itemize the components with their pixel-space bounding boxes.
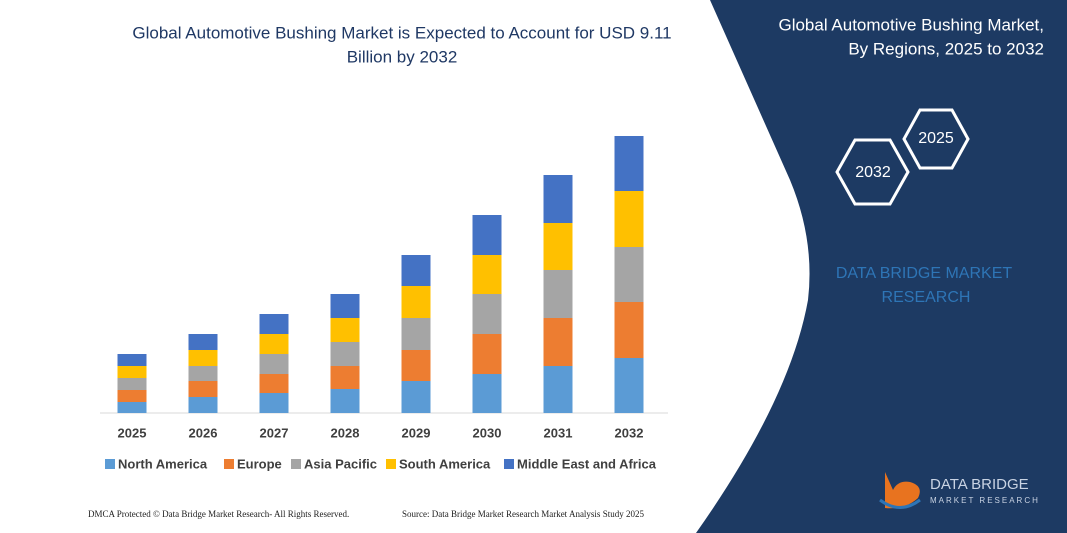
bar-segment [401,255,431,286]
bar-segment [117,378,147,390]
panel-title: By Regions, 2025 to 2032 [848,39,1044,58]
bar-segment [614,247,644,302]
bar-segment [188,350,218,366]
legend-swatch [105,459,115,469]
bar-segment [401,381,431,413]
bar-segment [188,334,218,350]
legend-swatch [224,459,234,469]
bar-segment [614,302,644,358]
bar-segment [472,255,502,294]
chart-title: Global Automotive Bushing Market is Expe… [132,23,671,42]
x-tick-label: 2025 [118,425,147,440]
bar-segment [543,175,573,223]
chart-title: Billion by 2032 [347,47,458,66]
bar-segment [188,397,218,413]
legend-label: Middle East and Africa [517,456,657,471]
bar-segment [330,318,360,342]
bar-segment [543,318,573,366]
bar-segment [188,381,218,397]
bar-segment [117,390,147,402]
bar-segment [259,354,289,374]
bar-segment [259,334,289,354]
bar-segment [330,342,360,366]
hex-label: 2032 [855,164,891,181]
x-tick-label: 2031 [544,425,573,440]
panel-title: Global Automotive Bushing Market, [778,15,1044,34]
footer-note: DMCA Protected © Data Bridge Market Rese… [88,509,349,519]
bar-segment [543,366,573,413]
bar-segment [472,294,502,334]
brand-text: RESEARCH [882,289,971,306]
hex-label: 2025 [918,130,954,147]
bar-segment [117,354,147,366]
bar-segment [614,358,644,413]
legend-swatch [291,459,301,469]
legend-swatch [504,459,514,469]
footer-source: Source: Data Bridge Market Research Mark… [402,509,644,519]
bar-segment [330,294,360,318]
logo-name: DATA BRIDGE [930,476,1029,493]
bar-segment [117,402,147,413]
bar-segment [401,318,431,350]
bar-segment [543,270,573,318]
bar-segment [614,191,644,247]
x-tick-label: 2030 [473,425,502,440]
bar-segment [330,366,360,389]
hexagon [902,108,970,170]
brand-text: DATA BRIDGE MARKET [836,265,1013,282]
bar-segment [188,366,218,381]
legend-label: South America [399,456,491,471]
x-tick-label: 2032 [615,425,644,440]
legend-label: Europe [237,456,282,471]
legend-label: Asia Pacific [304,456,377,471]
x-tick-label: 2027 [260,425,289,440]
legend-swatch [386,459,396,469]
x-tick-label: 2029 [402,425,431,440]
bar-segment [472,334,502,374]
logo-mark [879,498,921,509]
bar-segment [614,136,644,191]
bar-segment [330,389,360,413]
logo-mark [885,472,920,509]
side-panel [696,0,1067,533]
legend-label: North America [118,456,208,471]
bar-segment [259,393,289,413]
bar-segment [401,286,431,318]
bar-segment [472,374,502,413]
bar-segment [259,314,289,334]
bar-segment [472,215,502,255]
bar-segment [259,374,289,393]
bar-segment [543,223,573,270]
hexagon [835,138,910,206]
bar-segment [117,366,147,378]
x-tick-label: 2026 [189,425,218,440]
logo-tagline: MARKET RESEARCH [930,496,1040,505]
x-tick-label: 2028 [331,425,360,440]
bar-segment [401,350,431,381]
